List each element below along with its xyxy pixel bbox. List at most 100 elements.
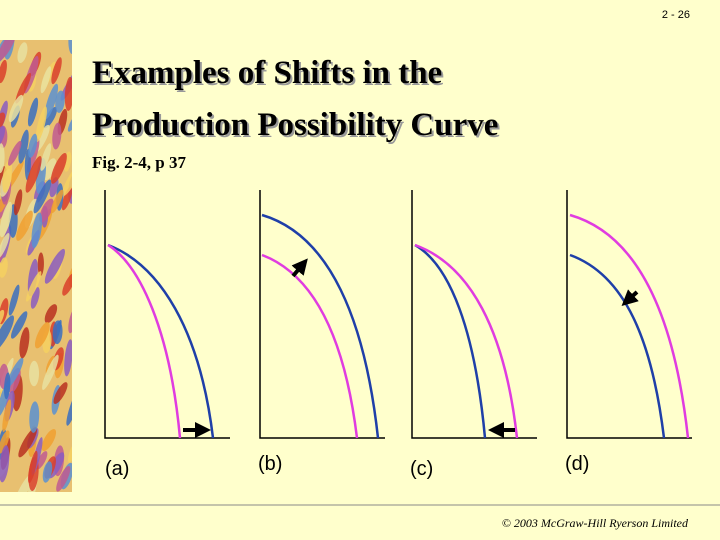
brush-stroke (68, 307, 72, 334)
brush-stroke (18, 129, 29, 164)
brush-stroke (0, 315, 15, 351)
brush-stroke (19, 327, 30, 359)
brush-stroke (8, 140, 22, 166)
brush-stroke (61, 186, 72, 211)
brush-stroke (35, 106, 47, 143)
brush-stroke (8, 284, 20, 316)
magenta-curve (414, 243, 519, 439)
brush-stroke (15, 72, 31, 104)
brush-stroke (8, 94, 24, 123)
brush-stroke (35, 451, 48, 470)
decorative-strip (0, 40, 72, 492)
axes (104, 190, 230, 439)
brush-stroke (39, 198, 54, 223)
blue-curve (569, 253, 666, 439)
brush-stroke (66, 389, 72, 426)
brush-stroke (37, 252, 44, 276)
brush-stroke (29, 401, 40, 433)
brush-stroke (13, 189, 23, 216)
brush-stroke (44, 248, 65, 284)
brush-stroke (0, 143, 5, 174)
brush-stroke (0, 233, 10, 259)
brush-stroke (64, 76, 72, 112)
brush-stroke (68, 439, 72, 463)
shift-arrow (621, 289, 639, 307)
brush-stroke (30, 287, 40, 309)
blue-curve (261, 213, 380, 439)
brush-stroke (4, 372, 11, 400)
brush-stroke (44, 83, 59, 120)
brush-stroke (16, 210, 33, 241)
brush-stroke (2, 399, 12, 433)
brush-stroke (67, 111, 72, 132)
brush-stroke (51, 57, 62, 85)
brush-stroke (28, 450, 38, 484)
panel-label: (a) (105, 458, 129, 480)
brush-stroke (64, 339, 72, 377)
brush-stroke (28, 133, 38, 158)
brush-stroke (7, 357, 24, 387)
brush-stroke (31, 212, 43, 249)
brush-stroke (34, 322, 50, 349)
brush-stroke (26, 271, 42, 302)
brush-stroke (0, 257, 8, 278)
blue-curve (414, 243, 487, 439)
brush-stroke (25, 156, 42, 193)
brush-stroke (52, 122, 62, 150)
brush-stroke (61, 163, 72, 197)
brush-stroke (11, 311, 28, 339)
brush-stroke (40, 143, 52, 171)
panel-label: (c) (410, 458, 433, 480)
footer: © 2003 McGraw-Hill Ryerson Limited (502, 516, 689, 530)
brush-stroke (41, 429, 57, 452)
blue-curve (107, 243, 215, 439)
brush-stroke (68, 40, 72, 55)
brush-stroke (18, 427, 38, 458)
brush-stroke (33, 179, 52, 214)
brush-stroke (62, 273, 72, 296)
brush-stroke (0, 445, 10, 483)
brush-stroke (52, 320, 63, 345)
brush-stroke (2, 160, 13, 193)
brush-stroke (44, 304, 58, 324)
brush-stroke (0, 309, 5, 331)
brush-stroke (0, 126, 6, 150)
panel-labels: (a) (b) (c) (d) (105, 453, 589, 480)
title-shadow: Examples of Shifts in the (94, 57, 444, 93)
magenta-curve (107, 243, 182, 439)
brush-stroke (53, 382, 68, 404)
magenta-curve (569, 213, 690, 439)
brush-stroke (42, 461, 53, 483)
brush-stroke (29, 360, 40, 387)
brush-stroke (0, 430, 10, 454)
subtitle: Fig. 2-4, p 37 (92, 153, 186, 172)
title-line: Examples of Shifts in the (92, 55, 442, 91)
brush-stroke (43, 158, 57, 181)
brush-stroke (0, 40, 17, 62)
brush-stroke (0, 112, 6, 136)
magenta-curve (261, 253, 359, 439)
brush-stroke (27, 97, 39, 127)
title-line: Production Possibility Curve (92, 107, 498, 143)
brush-stroke (55, 90, 65, 113)
panel-label: (d) (565, 453, 589, 475)
title: Examples of Shifts in the Examples of Sh… (92, 55, 500, 145)
panel-label: (b) (258, 453, 282, 475)
brush-stroke (43, 106, 58, 129)
brush-stroke (0, 59, 7, 84)
brush-stroke (50, 152, 67, 184)
brush-stroke (42, 354, 59, 390)
axes (411, 190, 537, 439)
brush-stroke (40, 66, 52, 94)
slide-number: 2 - 26 (662, 9, 690, 21)
brush-stroke (56, 466, 71, 492)
title-shadow: Production Possibility Curve (94, 109, 500, 145)
brush-stroke (0, 201, 13, 238)
brush-stroke (17, 42, 28, 64)
brush-stroke (50, 189, 64, 214)
shift-arrow (291, 258, 308, 278)
axes (259, 190, 385, 439)
axes (566, 190, 692, 439)
